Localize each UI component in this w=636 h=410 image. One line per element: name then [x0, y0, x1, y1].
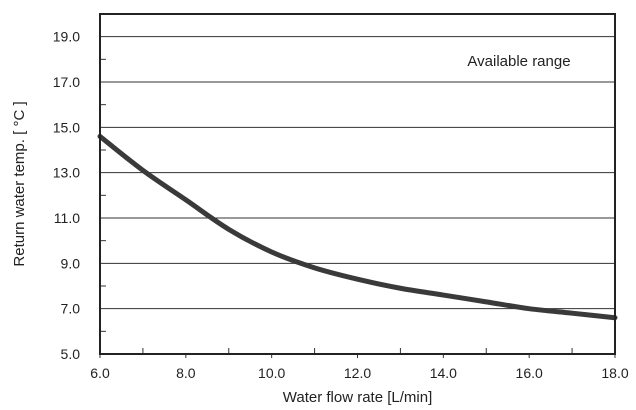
y-tick-label-6: 17.0 — [53, 74, 80, 90]
minor-ticks-layer — [99, 58, 616, 358]
x-tick-label-3: 12.0 — [344, 365, 371, 381]
y-tick-label-1: 7.0 — [61, 301, 81, 317]
y-tick-label-4: 13.0 — [53, 165, 80, 181]
available-range-annotation: Available range — [467, 53, 570, 70]
x-tick-label-2: 10.0 — [258, 365, 285, 381]
series-line-0 — [97, 133, 618, 321]
y-tick-label-7: 19.0 — [53, 29, 80, 45]
grid-layer — [100, 36, 615, 310]
x-axis-title: Water flow rate [L/min] — [283, 389, 433, 406]
x-tick-label-1: 8.0 — [176, 365, 196, 381]
x-tick-label-6: 18.0 — [601, 365, 628, 381]
y-tick-label-2: 9.0 — [61, 255, 81, 271]
y-axis-title: Return water temp. [ °C ] — [11, 101, 28, 266]
y-tick-label-5: 15.0 — [53, 119, 80, 135]
x-tick-label-5: 16.0 — [516, 365, 543, 381]
series-layer — [97, 133, 618, 321]
x-tick-label-4: 14.0 — [430, 365, 457, 381]
x-tick-labels: 6.0 8.0 10.0 12.0 14.0 16.0 18.0 — [90, 365, 629, 381]
x-tick-label-0: 6.0 — [90, 365, 110, 381]
y-tick-label-0: 5.0 — [61, 346, 81, 362]
y-tick-label-3: 11.0 — [54, 210, 80, 226]
y-tick-labels: 5.0 7.0 9.0 11.0 13.0 15.0 17.0 19.0 — [53, 29, 80, 362]
plot-frame — [99, 13, 616, 355]
